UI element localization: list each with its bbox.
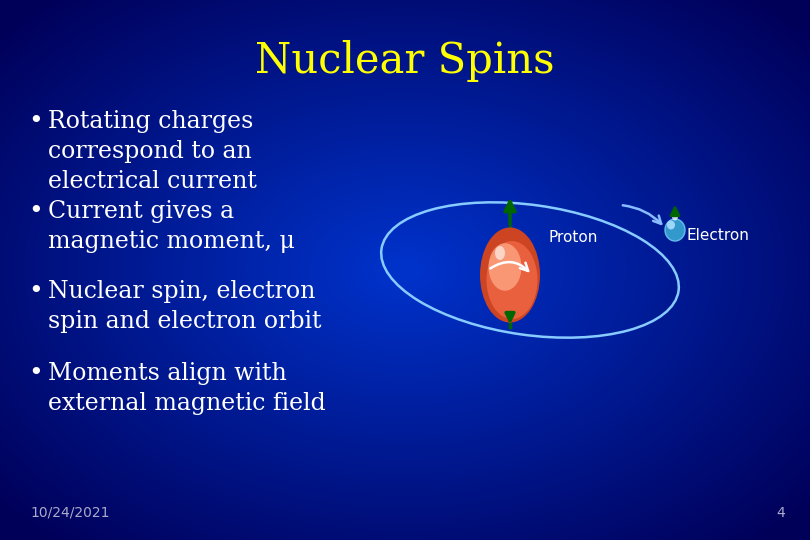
Ellipse shape bbox=[672, 213, 678, 220]
Ellipse shape bbox=[488, 243, 522, 291]
Text: Proton: Proton bbox=[548, 230, 597, 245]
Text: Current gives a
magnetic moment, μ: Current gives a magnetic moment, μ bbox=[48, 200, 295, 253]
Text: •: • bbox=[28, 362, 43, 385]
Text: •: • bbox=[28, 200, 43, 223]
Ellipse shape bbox=[480, 227, 540, 322]
Ellipse shape bbox=[495, 246, 505, 260]
Text: 4: 4 bbox=[776, 506, 785, 520]
Text: Moments align with
external magnetic field: Moments align with external magnetic fie… bbox=[48, 362, 326, 415]
Text: Nuclear Spins: Nuclear Spins bbox=[255, 40, 555, 82]
Ellipse shape bbox=[665, 219, 685, 241]
Text: 10/24/2021: 10/24/2021 bbox=[30, 506, 109, 520]
Text: Rotating charges
correspond to an
electrical current: Rotating charges correspond to an electr… bbox=[48, 110, 257, 193]
Ellipse shape bbox=[667, 220, 675, 230]
Text: •: • bbox=[28, 110, 43, 133]
Text: Electron: Electron bbox=[687, 227, 750, 242]
Ellipse shape bbox=[487, 241, 538, 319]
Text: •: • bbox=[28, 280, 43, 303]
Text: Nuclear spin, electron
spin and electron orbit: Nuclear spin, electron spin and electron… bbox=[48, 280, 322, 333]
